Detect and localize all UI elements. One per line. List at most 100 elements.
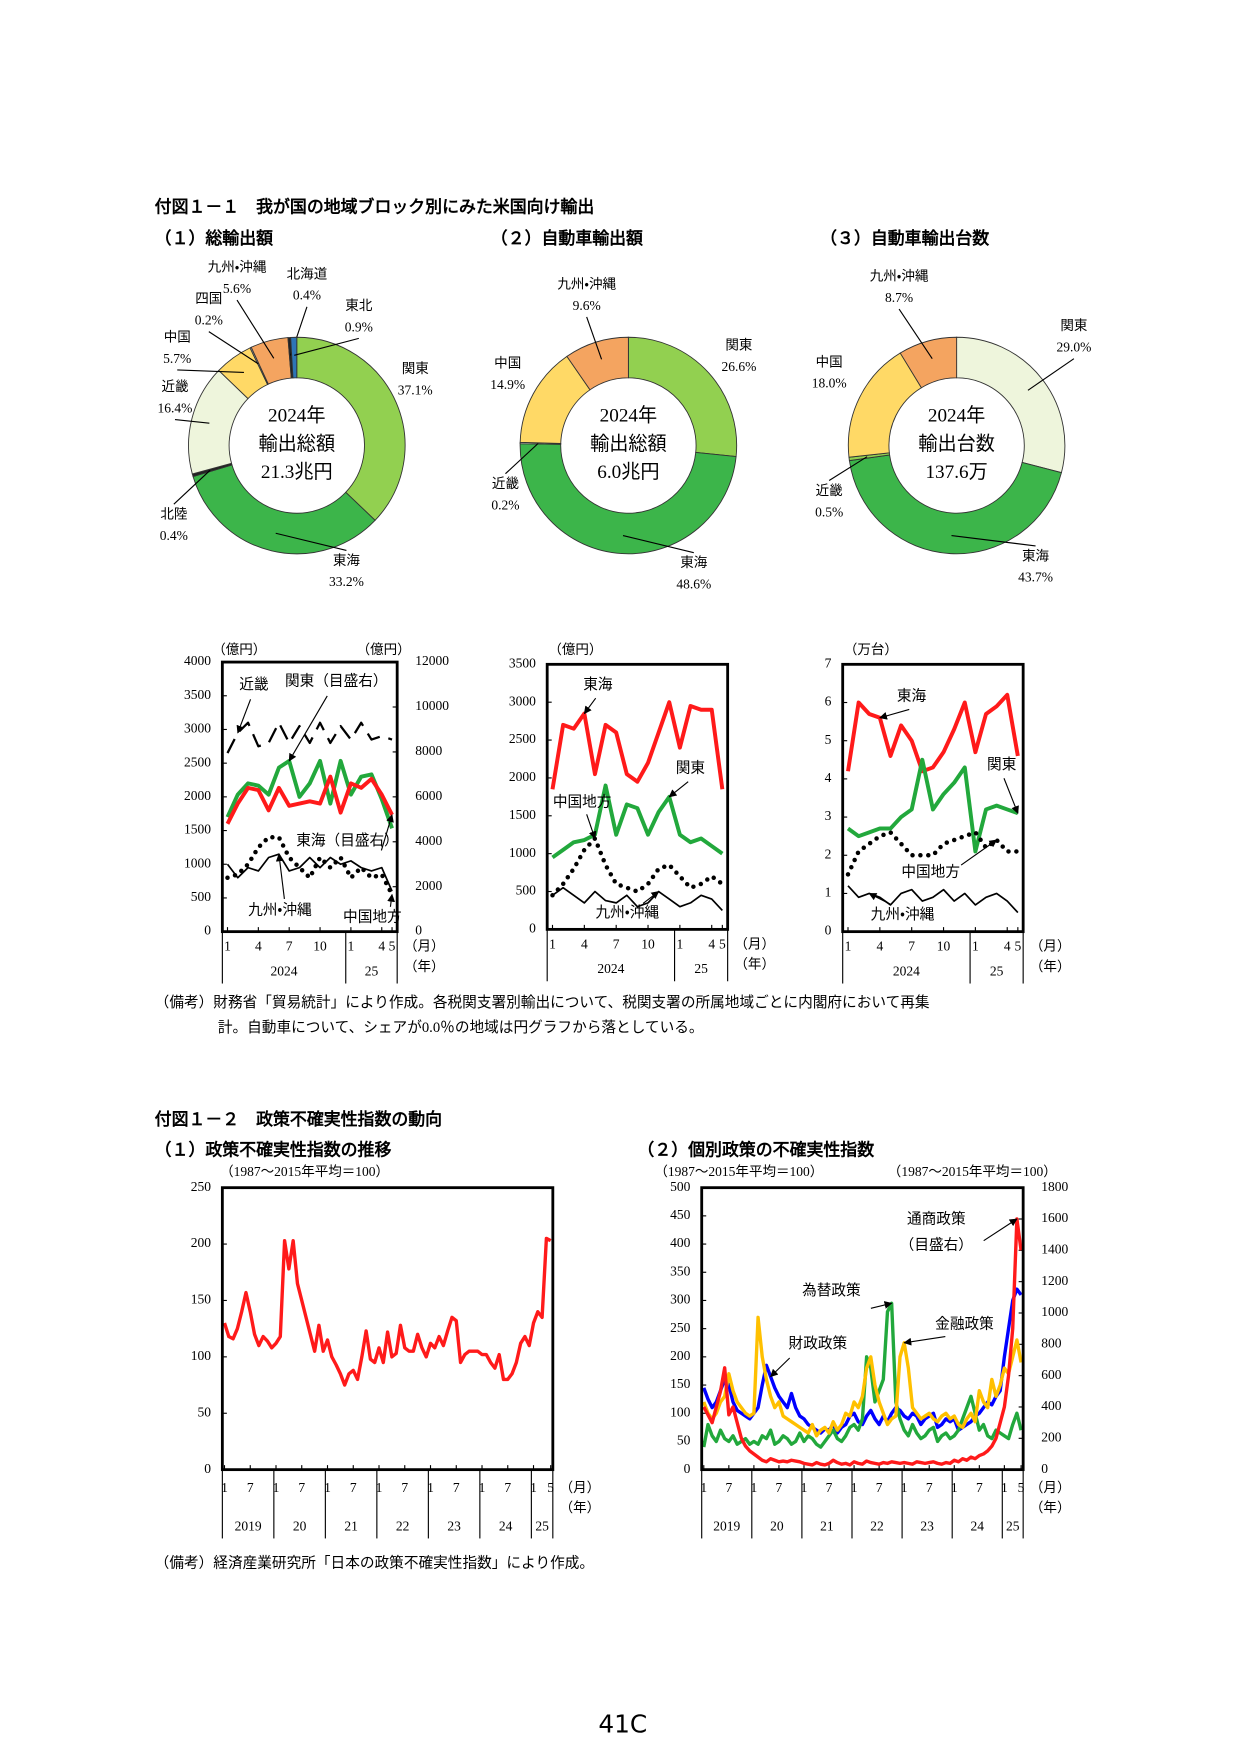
plot-frame bbox=[841, 662, 1025, 934]
x-tick-label: 1 bbox=[427, 1480, 434, 1495]
y-tick-label: 2500 bbox=[184, 754, 211, 769]
series-label: 中国地方 bbox=[553, 793, 612, 810]
annotation-arrow bbox=[642, 891, 660, 904]
y-tick-label: 4000 bbox=[184, 653, 211, 668]
series-label: 近畿 bbox=[239, 676, 269, 693]
series-line bbox=[550, 700, 725, 790]
leader-line bbox=[505, 442, 539, 475]
slice-value: 8.7% bbox=[885, 290, 913, 305]
series-line bbox=[226, 853, 393, 892]
slice-value: 0.2% bbox=[491, 498, 519, 513]
x-tick-label: 5 bbox=[389, 939, 396, 954]
y2-tick-label: 8000 bbox=[415, 743, 442, 758]
x-tick-label: 5 bbox=[1014, 939, 1021, 954]
annotation-arrow bbox=[583, 697, 597, 715]
series-label: 東海 bbox=[897, 687, 927, 704]
annotation-arrow bbox=[870, 1301, 893, 1309]
y2-tick-label: 1600 bbox=[1041, 1210, 1068, 1225]
series-line bbox=[846, 692, 1020, 774]
x-tick-label: 1 bbox=[700, 1480, 707, 1495]
annotation-arrow bbox=[960, 839, 998, 866]
x-tick-label: 1 bbox=[376, 1480, 383, 1495]
y-tick-label: 4 bbox=[825, 770, 832, 785]
y-tick-label: 1500 bbox=[184, 822, 211, 837]
x-tick-label: 4 bbox=[708, 936, 715, 951]
year-label: 23 bbox=[447, 1518, 461, 1533]
x-tick-label: 10 bbox=[313, 939, 327, 954]
series-line bbox=[550, 836, 725, 898]
year-label: 2019 bbox=[713, 1518, 740, 1533]
x-tick-label: 1 bbox=[901, 1480, 908, 1495]
series-label: 金融政策 bbox=[935, 1316, 994, 1333]
note: （備考）経済産業研究所「日本の政策不確実性指数」により作成。 bbox=[155, 1555, 594, 1572]
y-tick-label: 500 bbox=[516, 883, 537, 898]
y-tick-label: 0 bbox=[204, 923, 211, 938]
slice bbox=[519, 443, 737, 555]
figure-title: 付図１－１ 我が国の地域ブロック別にみた米国向け輸出 bbox=[155, 197, 595, 217]
slice-value: 5.7% bbox=[163, 351, 191, 366]
year-label: 20 bbox=[293, 1518, 307, 1533]
x-tick-label: 7 bbox=[908, 939, 915, 954]
x-tick-label: 4 bbox=[581, 936, 588, 951]
annotation-arrow bbox=[275, 853, 285, 899]
series-label: 財政政策 bbox=[789, 1335, 848, 1352]
x-tick-label: 1 bbox=[479, 1480, 486, 1495]
y2-tick-label: 4000 bbox=[415, 833, 442, 848]
y2-tick-label: 1400 bbox=[1041, 1241, 1068, 1256]
slice bbox=[848, 454, 1062, 555]
year-label: 25 bbox=[365, 963, 379, 978]
figure-title: 付図１－２ 政策不確実性指数の動向 bbox=[155, 1109, 442, 1129]
y-tick-label: 250 bbox=[670, 1320, 691, 1335]
annotation-arrow bbox=[903, 1335, 946, 1346]
y2-tick-label: 12000 bbox=[415, 653, 449, 668]
x-unit: （月） bbox=[560, 1480, 601, 1495]
series-label: 九州・沖縄 bbox=[595, 904, 659, 921]
center-text: 21.3兆円 bbox=[261, 461, 333, 483]
x-tick-label: 7 bbox=[350, 1480, 357, 1495]
y-tick-label: 0 bbox=[684, 1461, 691, 1476]
y-tick-label: 200 bbox=[191, 1235, 212, 1250]
year-label: 25 bbox=[535, 1518, 549, 1533]
x-tick-label: 1 bbox=[273, 1480, 280, 1495]
y2-axis-unit: （億円） bbox=[357, 642, 411, 657]
series-label: 九州・沖縄 bbox=[871, 906, 935, 923]
y2-tick-label: 6000 bbox=[415, 788, 442, 803]
y-tick-label: 3500 bbox=[184, 687, 211, 702]
y-axis-unit: （億円） bbox=[212, 642, 266, 657]
y-tick-label: 50 bbox=[198, 1404, 212, 1419]
x-tick-label: 7 bbox=[876, 1480, 883, 1495]
leader-line bbox=[622, 535, 694, 554]
series-label: 通商政策 bbox=[907, 1211, 966, 1228]
x-tick-label: 1 bbox=[801, 1480, 808, 1495]
series-line bbox=[225, 774, 394, 825]
x-tick-label: 7 bbox=[453, 1480, 460, 1495]
y2-tick-label: 0 bbox=[1041, 1461, 1048, 1476]
year-label: 22 bbox=[396, 1518, 410, 1533]
slice bbox=[566, 336, 629, 391]
y-tick-label: 1000 bbox=[509, 845, 536, 860]
slice-label: 東海 bbox=[1022, 548, 1050, 563]
year-label: 2019 bbox=[235, 1518, 262, 1533]
x-unit: （月） bbox=[1030, 1480, 1071, 1495]
x-tick-label: 1 bbox=[324, 1480, 331, 1495]
slice-value: 0.9% bbox=[345, 319, 373, 334]
series-line bbox=[225, 758, 394, 829]
series-label: 九州・沖縄 bbox=[248, 902, 312, 919]
center-text: 2024年 bbox=[268, 405, 325, 427]
y-tick-label: 5 bbox=[825, 732, 832, 747]
slice-label: 東北 bbox=[345, 298, 373, 313]
year-label: 23 bbox=[920, 1518, 934, 1533]
slice-label: 九州・沖縄 bbox=[557, 276, 616, 291]
slice-value: 29.0% bbox=[1056, 340, 1091, 355]
y-tick-label: 250 bbox=[191, 1179, 212, 1194]
slice-value: 43.7% bbox=[1018, 570, 1053, 585]
annotation-arrow bbox=[1003, 778, 1019, 814]
y-tick-label: 0 bbox=[825, 923, 832, 938]
x-tick-label: 1 bbox=[530, 1480, 537, 1495]
plot-frame bbox=[220, 660, 399, 934]
x-tick-label: 4 bbox=[255, 939, 262, 954]
y-tick-label: 450 bbox=[670, 1207, 691, 1222]
year-label: 2024 bbox=[597, 961, 624, 976]
slice-label: 東海 bbox=[333, 553, 361, 568]
